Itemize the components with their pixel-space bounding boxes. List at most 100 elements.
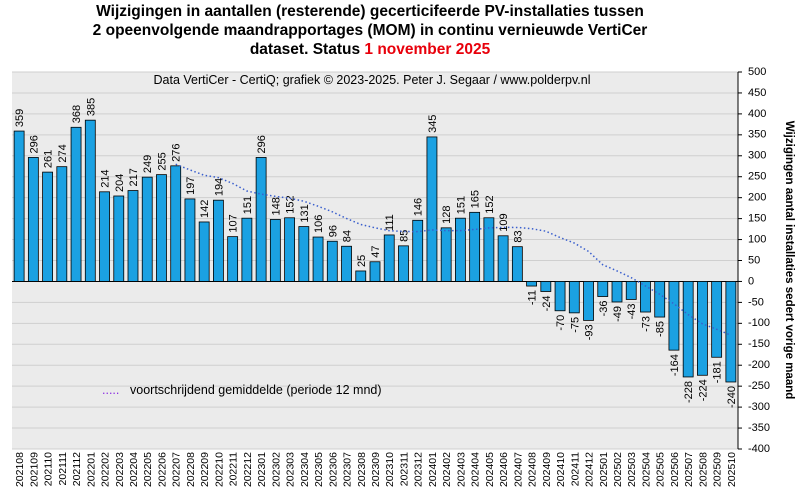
- value-label: 255: [156, 152, 168, 170]
- bar: [227, 236, 239, 282]
- chart-title: 2 opeenvolgende maandrapportages (MOM) i…: [93, 22, 648, 39]
- x-tick-label: 202110: [43, 452, 55, 486]
- y-tick-label: 50: [748, 254, 760, 266]
- y-tick-label: 400: [748, 108, 766, 120]
- x-tick-label: 202503: [626, 452, 638, 487]
- value-label: 111: [384, 214, 396, 231]
- y-tick-label: 350: [748, 129, 766, 141]
- value-label: 296: [28, 135, 40, 153]
- bar: [42, 171, 53, 282]
- bar: [269, 219, 281, 282]
- x-tick-label: 202509: [712, 452, 724, 487]
- y-tick-label: -50: [748, 296, 764, 308]
- bar: [398, 245, 409, 282]
- y-tick-label: -150: [748, 338, 770, 350]
- bar: [554, 281, 566, 312]
- bar: [213, 199, 224, 282]
- bar: [455, 217, 466, 282]
- value-label: 368: [71, 105, 83, 123]
- value-label: -228: [683, 381, 695, 403]
- bar: [241, 217, 253, 282]
- value-label: -164: [669, 354, 681, 376]
- bar: [640, 281, 651, 313]
- x-tick-label: 202410: [555, 452, 567, 487]
- legend-label: voortschrijdend gemiddelde (periode 12 m…: [130, 383, 382, 397]
- value-label: 25: [356, 255, 368, 267]
- value-label: 385: [85, 98, 97, 116]
- bar: [369, 261, 381, 282]
- x-tick-label: 202407: [512, 452, 524, 487]
- value-label: -73: [640, 316, 652, 332]
- y-tick-label: 200: [748, 192, 766, 204]
- value-label: -93: [584, 324, 596, 340]
- y-tick-label: 450: [748, 87, 766, 99]
- bar: [654, 281, 666, 318]
- bar: [255, 157, 267, 282]
- bar: [284, 217, 295, 282]
- x-tick-label: 202203: [114, 452, 126, 487]
- value-label: 107: [228, 214, 240, 232]
- value-label: -224: [697, 379, 709, 401]
- legend-symbol: .....: [102, 383, 119, 397]
- bar: [341, 245, 352, 282]
- value-label: 249: [142, 155, 154, 173]
- bar: [440, 227, 452, 282]
- y-tick-label: -250: [748, 380, 770, 392]
- value-label: 148: [270, 197, 282, 215]
- value-label: 345: [427, 115, 439, 133]
- value-label: 165: [470, 190, 482, 208]
- x-tick-label: 202209: [199, 452, 211, 487]
- x-tick-label: 202406: [498, 452, 510, 487]
- value-label: 194: [213, 178, 225, 196]
- x-tick-label: 202306: [327, 452, 339, 487]
- x-tick-label: 202308: [356, 452, 368, 487]
- bar: [526, 281, 537, 287]
- bar: [170, 165, 182, 282]
- x-tick-label: 202510: [726, 452, 738, 487]
- value-label: 274: [57, 144, 69, 162]
- bar: [469, 211, 481, 282]
- x-tick-label: 202501: [598, 452, 610, 487]
- x-tick-label: 202210: [213, 452, 225, 487]
- value-label: -181: [712, 361, 724, 383]
- x-tick-label: 202204: [128, 452, 140, 487]
- value-label: 146: [413, 198, 425, 216]
- bar: [568, 281, 580, 314]
- bar: [184, 198, 196, 282]
- value-label: -240: [726, 386, 738, 408]
- x-tick-label: 202207: [171, 452, 183, 487]
- y-axis-title: Wijzigingen aantal installaties sedert v…: [783, 121, 795, 400]
- x-tick-label: 202409: [541, 452, 553, 487]
- x-tick-label: 202402: [441, 452, 453, 487]
- x-tick-label: 202401: [427, 452, 439, 487]
- x-tick-label: 202504: [640, 452, 652, 487]
- y-tick-label: 0: [748, 275, 754, 287]
- bar: [625, 281, 637, 300]
- value-label: -75: [569, 317, 581, 333]
- x-tick-label: 202307: [342, 452, 354, 487]
- chart-title: Wijzigingen in aantallen (resterende) ge…: [96, 3, 644, 20]
- x-tick-label: 202304: [299, 452, 311, 487]
- y-tick-label: 150: [748, 213, 766, 225]
- x-tick-label: 202506: [669, 452, 681, 487]
- y-tick-label: 500: [748, 66, 766, 78]
- x-tick-label: 202411: [569, 452, 581, 486]
- y-tick-label: -350: [748, 422, 770, 434]
- bar: [597, 281, 609, 297]
- bar: [141, 176, 153, 282]
- bar: [56, 166, 68, 282]
- value-label: -24: [541, 295, 553, 311]
- bar: [355, 270, 367, 282]
- bar: [84, 119, 96, 282]
- bar: [27, 157, 39, 282]
- y-tick-label: -100: [748, 317, 770, 329]
- y-tick-label: 250: [748, 171, 766, 183]
- x-tick-label: 202311: [398, 452, 410, 486]
- x-tick-label: 202405: [484, 452, 496, 487]
- bar: [511, 246, 523, 282]
- value-label: 84: [342, 230, 354, 242]
- bar: [711, 281, 723, 358]
- x-tick-label: 202112: [71, 452, 83, 486]
- bar: [156, 174, 167, 282]
